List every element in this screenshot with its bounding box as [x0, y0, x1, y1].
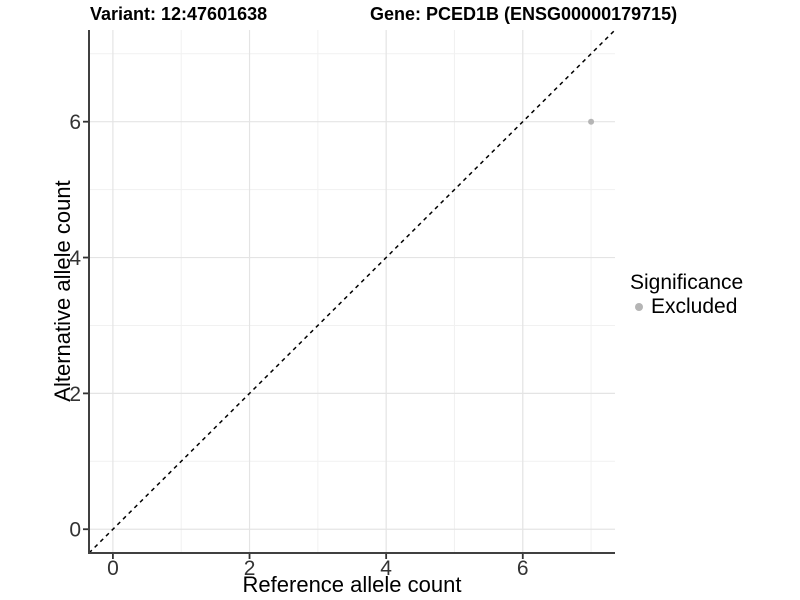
identity-reference-line	[88, 29, 616, 554]
legend-item-label: Excluded	[651, 295, 738, 318]
legend-item-excluded: Excluded	[630, 295, 743, 319]
y-tick-label: 2	[69, 383, 81, 406]
y-tick-label: 4	[69, 247, 81, 270]
data-point	[588, 118, 595, 125]
y-tick-label: 0	[69, 519, 81, 542]
x-tick-label: 6	[517, 557, 529, 580]
legend: Significance Excluded	[630, 271, 743, 319]
x-tick-label: 4	[380, 557, 392, 580]
y-axis-title: Alternative allele count	[50, 180, 75, 402]
legend-title: Significance	[630, 271, 744, 294]
plot-title-variant: Variant: 12:47601638	[90, 4, 268, 24]
legend-point-icon	[635, 303, 643, 311]
plot-title-gene: Gene: PCED1B (ENSG00000179715)	[370, 4, 678, 24]
x-axis-title: Reference allele count	[242, 572, 462, 597]
y-tick-label: 6	[69, 111, 81, 134]
x-tick-label: 2	[244, 557, 256, 580]
x-tick-label: 0	[107, 557, 119, 580]
